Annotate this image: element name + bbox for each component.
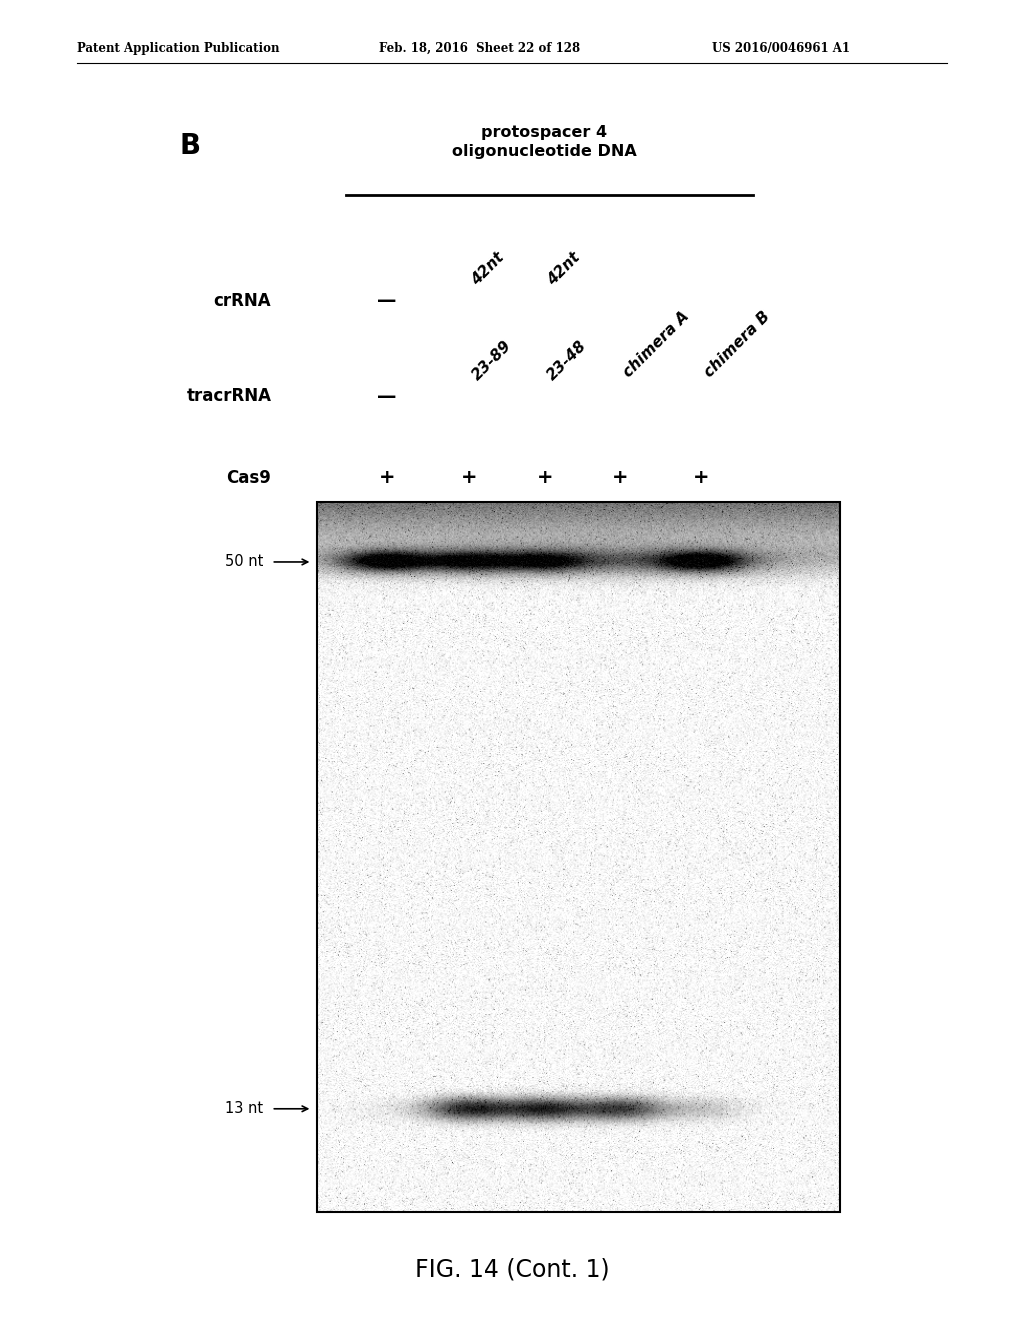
Text: +: + (537, 469, 553, 487)
Text: Patent Application Publication: Patent Application Publication (77, 42, 280, 55)
Text: +: + (461, 469, 477, 487)
Text: 23-48: 23-48 (545, 338, 590, 383)
Text: —: — (378, 387, 396, 405)
Text: +: + (612, 469, 629, 487)
Bar (317, 502, 840, 1212)
Text: chimera A: chimera A (621, 309, 692, 380)
Text: crRNA: crRNA (214, 292, 271, 310)
Text: +: + (379, 469, 395, 487)
Text: 42nt: 42nt (469, 249, 508, 288)
Text: Feb. 18, 2016  Sheet 22 of 128: Feb. 18, 2016 Sheet 22 of 128 (379, 42, 580, 55)
Text: US 2016/0046961 A1: US 2016/0046961 A1 (712, 42, 850, 55)
Text: FIG. 14 (Cont. 1): FIG. 14 (Cont. 1) (415, 1258, 609, 1282)
Text: chimera B: chimera B (701, 309, 773, 380)
Text: Cas9: Cas9 (226, 469, 271, 487)
Text: protospacer 4
oligonucleotide DNA: protospacer 4 oligonucleotide DNA (452, 125, 637, 158)
Text: —: — (378, 292, 396, 310)
Text: 23-89: 23-89 (469, 338, 514, 383)
Text: +: + (693, 469, 710, 487)
Text: tracrRNA: tracrRNA (186, 387, 271, 405)
Text: 42nt: 42nt (545, 249, 584, 288)
Text: 13 nt: 13 nt (225, 1101, 263, 1117)
Text: 50 nt: 50 nt (225, 554, 263, 569)
Text: B: B (179, 132, 201, 160)
